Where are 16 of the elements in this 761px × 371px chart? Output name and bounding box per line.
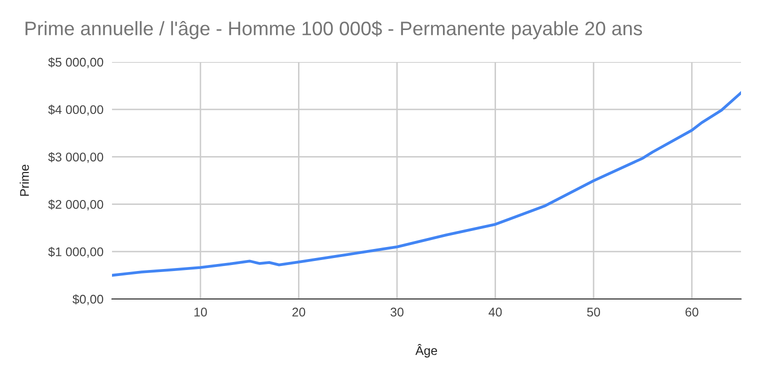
y-axis-title: Prime <box>20 164 29 196</box>
y-tick-label: $3 000,00 <box>48 152 104 163</box>
x-axis-title: Âge <box>415 344 438 358</box>
x-tick-label: 50 <box>587 308 600 317</box>
x-tick-label: 40 <box>488 308 502 317</box>
y-tick-label: $4 000,00 <box>48 104 104 116</box>
y-tick-label: $5 000,00 <box>48 57 104 68</box>
y-tick-label: $0,00 <box>72 294 104 306</box>
chart-title: Prime annuelle / l'âge - Homme 100 000$ - Permanente payable 20 ans <box>26 20 642 40</box>
line-series <box>112 91 741 277</box>
y-tick-label: $2 000,00 <box>48 199 104 210</box>
x-tick-label: 10 <box>194 308 207 317</box>
x-tick-label: 20 <box>292 308 306 317</box>
y-tick-label: $1 000,00 <box>48 246 104 258</box>
x-tick-label: 60 <box>686 308 698 317</box>
x-tick-label: 30 <box>390 308 404 317</box>
